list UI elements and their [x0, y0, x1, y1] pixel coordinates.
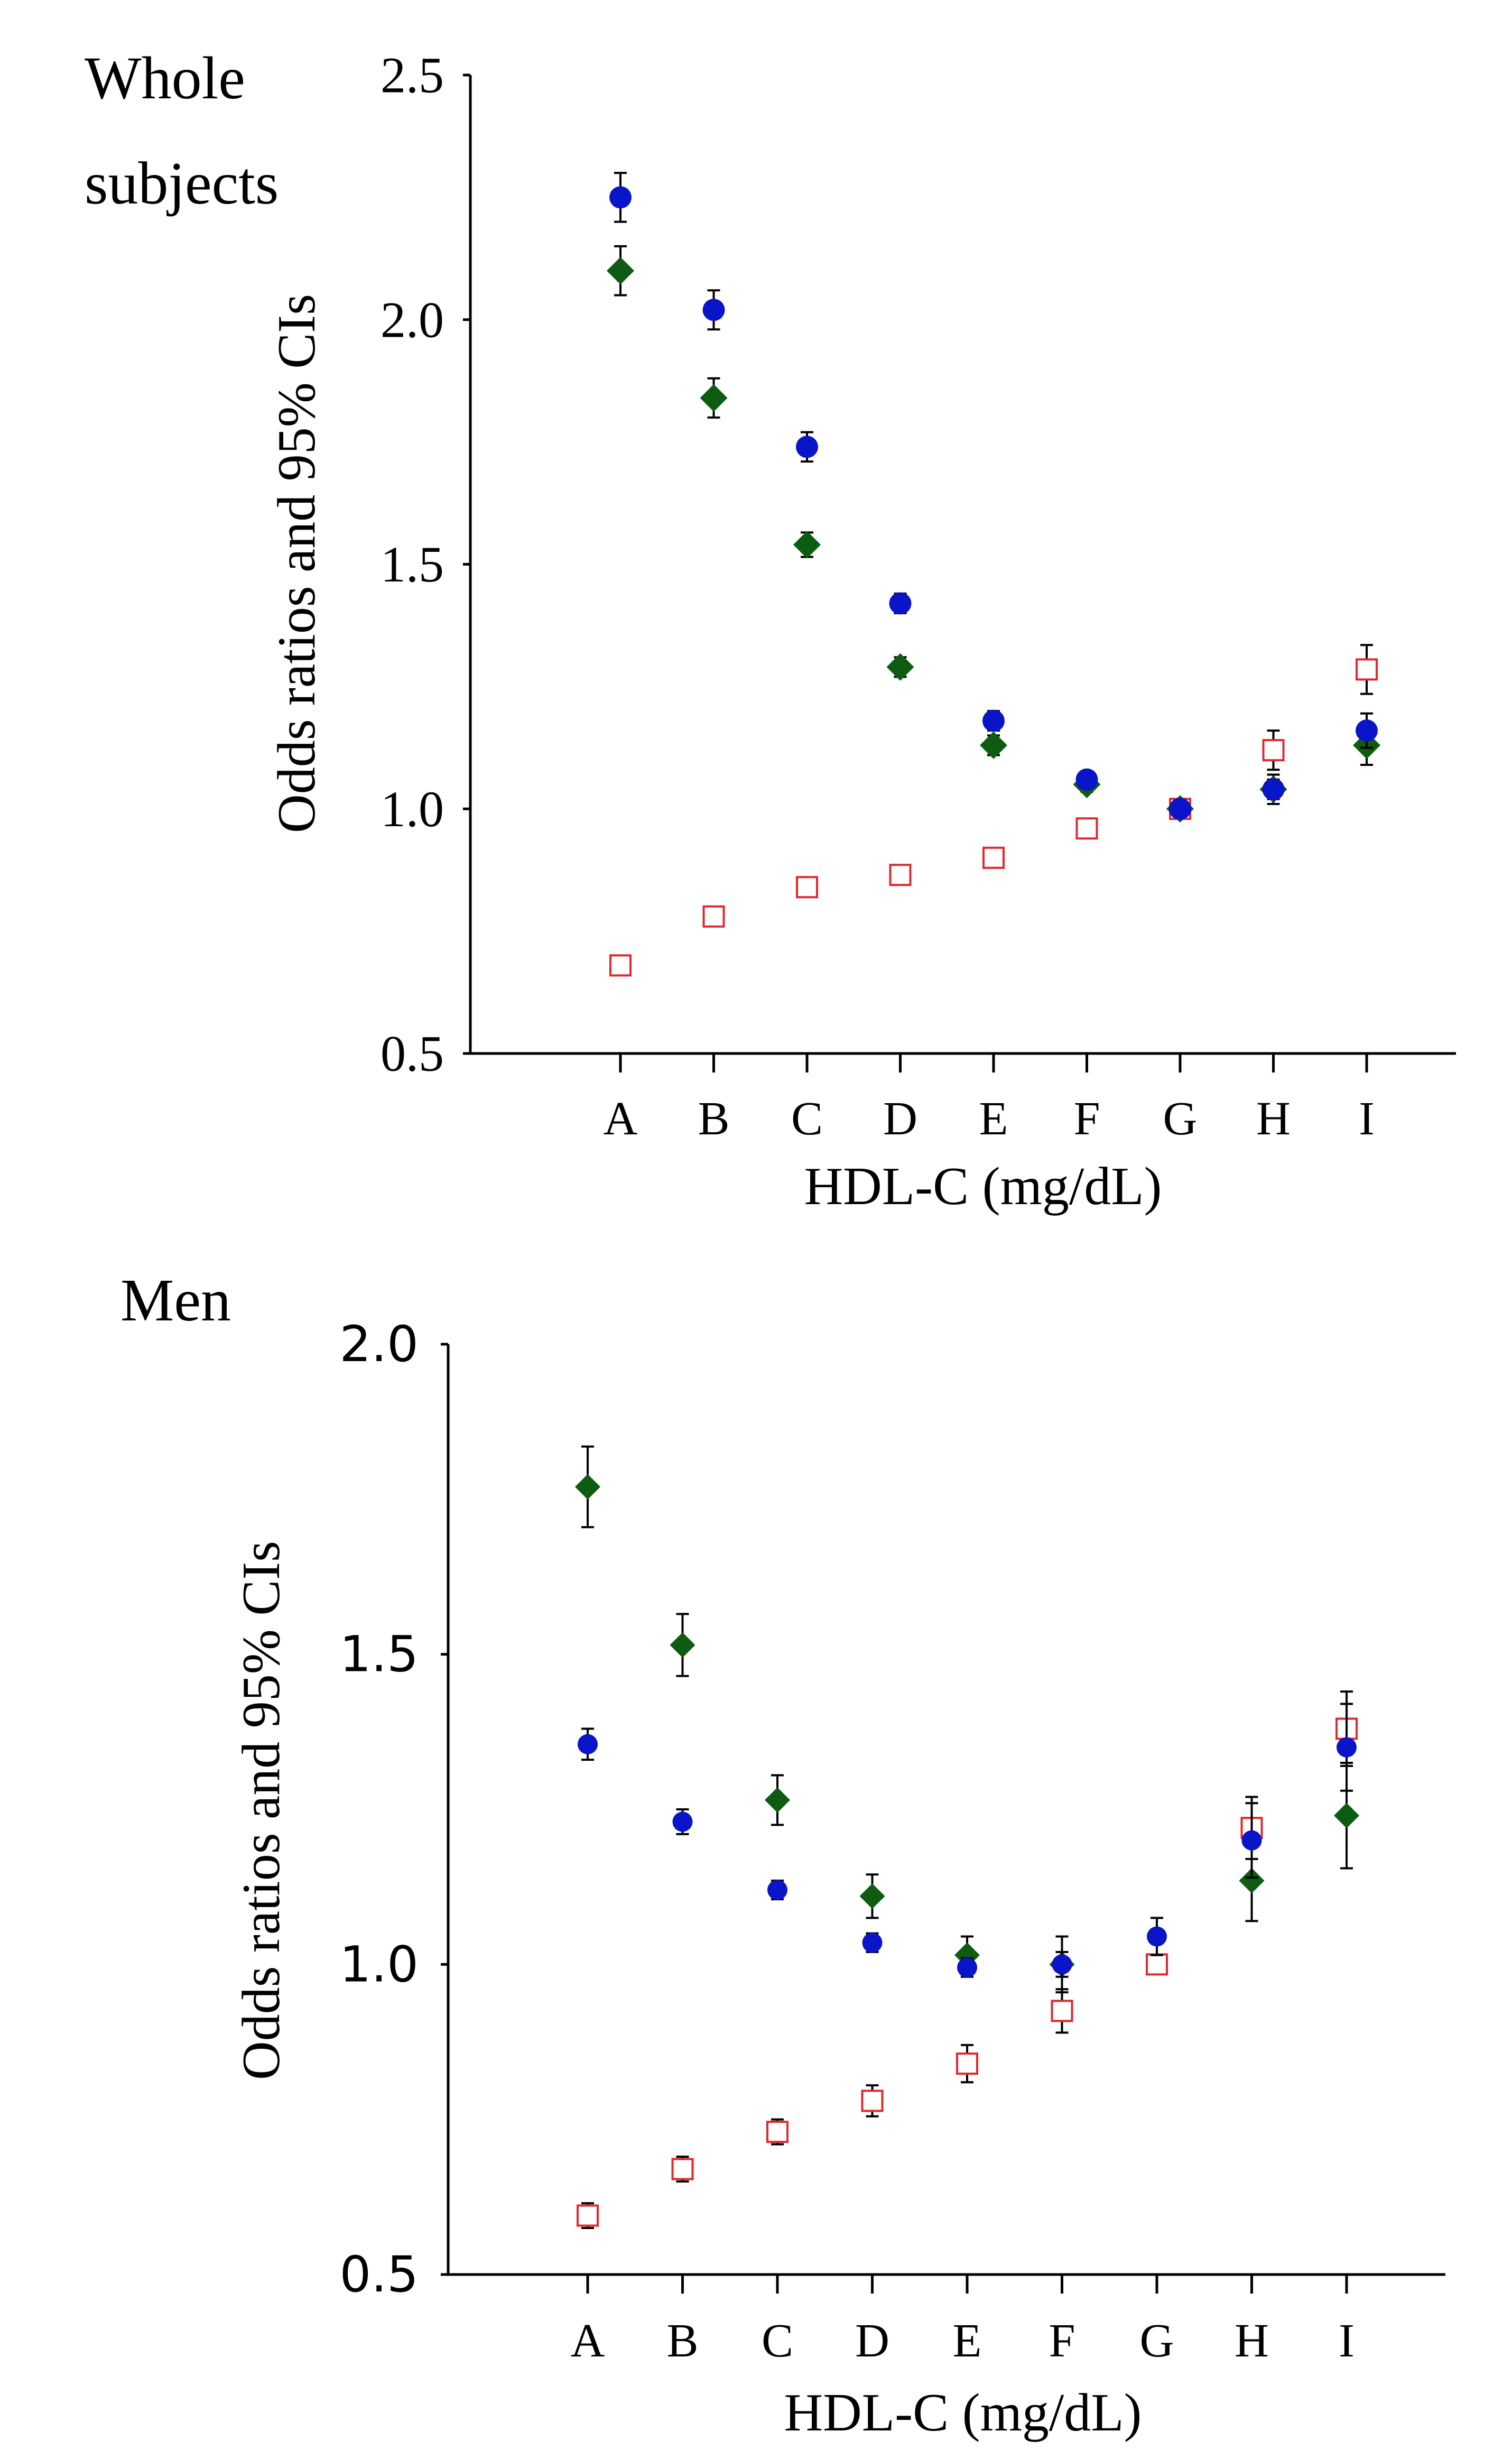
point-square-F — [1051, 2000, 1073, 2022]
point-square-C — [796, 876, 818, 899]
point-square-E — [982, 846, 1005, 869]
x-tick-label: G — [1163, 1093, 1198, 1145]
x-tick-label: E — [953, 2315, 982, 2367]
y-tick-label: 0.5 — [340, 2246, 419, 2304]
y-tick-label: 1.5 — [340, 1626, 419, 1684]
x-tick-label: H — [1256, 1093, 1291, 1145]
x-tick-label: A — [571, 2315, 605, 2367]
point-square-E — [956, 2053, 978, 2075]
x-tick-label: D — [883, 1093, 917, 1145]
x-tick-label: F — [1073, 1093, 1100, 1145]
point-diamond-B — [670, 1632, 695, 1658]
y-tick-label: 1.0 — [340, 1936, 419, 1993]
point-diamond-A — [607, 257, 634, 285]
panel-title-line-1: Whole — [85, 44, 245, 112]
x-tick-label: I — [1339, 2315, 1355, 2367]
point-diamond-D — [859, 1883, 885, 1909]
point-diamond-B — [700, 384, 728, 412]
point-circle-D — [862, 1933, 883, 1953]
point-circle-E — [957, 1957, 977, 1978]
point-square-G — [1146, 1953, 1168, 1976]
x-tick-label: I — [1359, 1093, 1375, 1145]
x-tick-label: B — [666, 2315, 698, 2367]
y-tick-label: 1.5 — [381, 536, 444, 593]
point-circle-I — [1356, 719, 1378, 742]
y-tick-label: 2.0 — [340, 1316, 419, 1373]
x-ticks: A B C D E F G H I — [571, 2275, 1355, 2367]
point-circle-H — [1262, 778, 1285, 801]
panel-whole-subjects: Whole subjects Odds ratios and 95% CIs H… — [85, 44, 1456, 1216]
data-marks — [575, 1445, 1359, 2229]
x-tick-label: H — [1235, 2315, 1269, 2367]
point-square-A — [609, 954, 632, 977]
point-circle-C — [796, 436, 818, 458]
point-diamond-H — [1239, 1867, 1265, 1893]
data-marks — [607, 172, 1380, 977]
point-diamond-C — [765, 1787, 790, 1813]
panel-title-line-2: subjects — [85, 150, 279, 217]
x-axis-label: HDL-C (mg/dL) — [784, 2383, 1142, 2443]
x-axis-label: HDL-C (mg/dL) — [804, 1157, 1162, 1216]
point-square-H — [1262, 739, 1285, 762]
point-square-F — [1075, 817, 1098, 840]
x-tick-label: D — [855, 2315, 889, 2367]
x-tick-label: C — [762, 2315, 793, 2367]
point-diamond-I — [1334, 1802, 1359, 1828]
point-circle-B — [672, 1811, 693, 1832]
point-diamond-A — [575, 1474, 600, 1500]
point-square-A — [577, 2204, 599, 2227]
x-tick-label: E — [979, 1093, 1008, 1145]
x-ticks: A B C D E F G H I — [604, 1053, 1375, 1145]
point-circle-E — [982, 709, 1005, 732]
point-square-D — [861, 2090, 884, 2112]
x-tick-label: G — [1140, 2315, 1174, 2367]
point-circle-B — [702, 299, 725, 321]
point-circle-A — [609, 186, 632, 209]
y-tick-label: 2.5 — [381, 47, 444, 104]
x-tick-label: F — [1049, 2315, 1075, 2367]
point-circle-F — [1052, 1954, 1072, 1975]
panel-title-line-1: Men — [120, 1266, 231, 1334]
y-ticks: 0.5 1.0 1.5 2.0 2.5 — [381, 47, 470, 1082]
point-square-I — [1356, 658, 1378, 681]
x-tick-label: C — [791, 1093, 823, 1145]
point-circle-I — [1337, 1737, 1357, 1758]
point-circle-C — [767, 1880, 787, 1900]
x-tick-label: A — [604, 1093, 638, 1145]
point-circle-H — [1241, 1830, 1262, 1851]
panel-men: Men Odds ratios and 95% CIs HDL-C (mg/dL… — [120, 1266, 1445, 2443]
y-tick-label: 0.5 — [381, 1025, 444, 1082]
point-circle-G — [1169, 798, 1191, 820]
point-circle-G — [1147, 1926, 1167, 1947]
point-circle-D — [889, 592, 912, 615]
point-square-B — [702, 905, 725, 928]
point-square-B — [671, 2158, 694, 2180]
point-diamond-D — [886, 653, 914, 681]
y-tick-label: 2.0 — [381, 291, 444, 348]
point-diamond-C — [793, 531, 821, 559]
point-diamond-E — [980, 731, 1007, 759]
point-circle-F — [1075, 768, 1098, 791]
x-tick-label: B — [698, 1093, 729, 1145]
y-axis-label: Odds ratios and 95% CIs — [267, 294, 327, 833]
y-axis-label: Odds ratios and 95% CIs — [231, 1541, 291, 2080]
point-square-C — [766, 2121, 789, 2143]
point-circle-A — [578, 1734, 598, 1754]
y-ticks: 0.5 1.0 1.5 2.0 — [340, 1316, 448, 2304]
y-tick-label: 1.0 — [381, 781, 444, 837]
point-square-D — [889, 864, 912, 886]
